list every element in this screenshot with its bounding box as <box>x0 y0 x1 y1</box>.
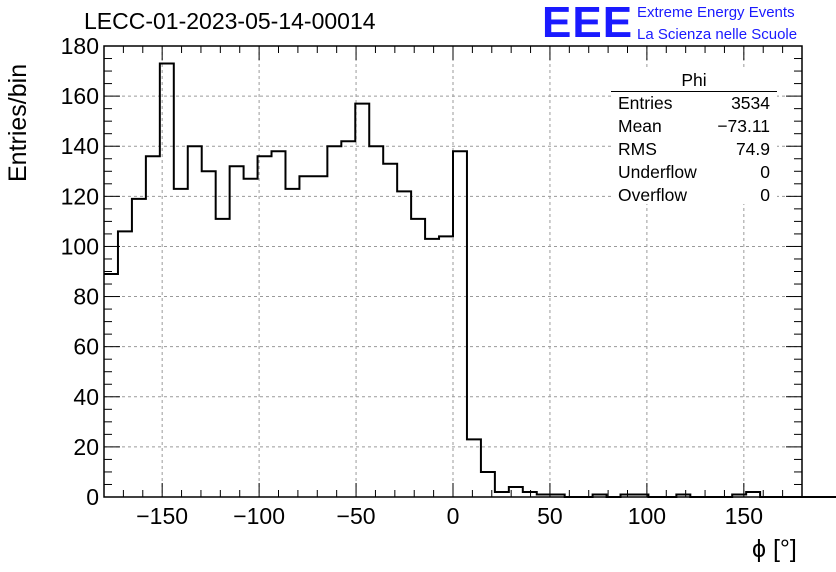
histogram-bin <box>174 189 188 497</box>
histogram-bin <box>299 176 313 497</box>
histogram-bin <box>244 179 258 497</box>
stats-row-rms: RMS 74.9 <box>618 139 770 162</box>
histogram-bin <box>104 274 118 497</box>
y-tick-label: 140 <box>61 133 99 159</box>
y-tick-label: 60 <box>73 334 99 360</box>
y-tick-label: 80 <box>73 284 99 310</box>
stats-value: −73.11 <box>717 116 770 136</box>
histogram-bin <box>397 191 411 497</box>
histogram-bin <box>467 439 481 497</box>
stats-value: 3534 <box>731 93 770 113</box>
histogram-bin <box>146 156 160 497</box>
y-tick-label: 160 <box>61 83 99 109</box>
axis-tick-labels: −150 −100 −50 0 50 100 150 0 20 40 60 80 100 120 140 16… <box>61 33 763 529</box>
stats-key: RMS <box>618 139 657 159</box>
axis-ticks <box>103 45 803 498</box>
histogram-bin <box>327 146 341 497</box>
histogram-bin <box>285 189 299 497</box>
histogram-bin <box>481 472 495 497</box>
y-axis-label: Entries/bin <box>4 63 32 182</box>
histogram-bin <box>216 219 230 497</box>
histogram-bin <box>258 156 272 497</box>
stats-key: Overflow <box>618 185 688 205</box>
stats-value: 0 <box>760 162 770 182</box>
histogram-bin <box>202 171 216 497</box>
histogram-bin <box>313 176 327 497</box>
histogram-bin <box>439 236 453 497</box>
x-tick-label: −50 <box>337 503 376 529</box>
histogram-outline <box>104 62 836 498</box>
stats-key: Underflow <box>618 162 697 182</box>
stats-title: Phi <box>681 70 707 90</box>
stats-key: Mean <box>618 116 662 136</box>
histogram-bin <box>132 199 146 497</box>
stats-divider <box>611 91 777 92</box>
histogram-bin <box>411 219 425 497</box>
stats-row-mean: Mean −73.11 <box>618 116 770 139</box>
stats-row-entries: Entries 3534 <box>618 93 770 116</box>
x-tick-label: 150 <box>725 503 763 529</box>
stats-value: 0 <box>760 185 770 205</box>
x-tick-label: 50 <box>537 503 563 529</box>
histogram-bin <box>425 239 439 497</box>
x-tick-label: 0 <box>447 503 460 529</box>
x-tick-label: 100 <box>628 503 666 529</box>
histogram-bin <box>188 146 202 497</box>
chart-title: LECC-01-2023-05-14-00014 <box>84 8 376 34</box>
stats-value: 74.9 <box>735 139 770 159</box>
y-tick-label: 20 <box>73 434 99 460</box>
stats-row-underflow: Underflow 0 <box>618 162 770 185</box>
stats-box: Phi Entries 3534 Mean −73.11 RMS 74.9 Un… <box>611 70 777 205</box>
x-axis-label: ϕ [°] <box>752 535 797 563</box>
stats-row-overflow: Overflow 0 <box>618 185 770 208</box>
histogram-bin <box>230 166 244 497</box>
y-tick-label: 180 <box>61 33 99 59</box>
histogram-bin <box>369 146 383 497</box>
logo-line-2: La Scienza nelle Scuole <box>637 26 798 43</box>
eee-logo: EEE <box>542 0 634 47</box>
logo-line-1: Extreme Energy Events <box>637 4 795 21</box>
stats-key: Entries <box>618 93 673 113</box>
histogram-bin <box>453 151 467 497</box>
y-tick-label: 40 <box>73 384 99 410</box>
y-tick-label: 120 <box>61 183 99 209</box>
y-tick-label: 100 <box>61 233 99 259</box>
histogram-bin <box>383 164 397 497</box>
histogram-bin <box>272 151 286 497</box>
x-tick-label: −100 <box>233 503 285 529</box>
histogram-bin <box>355 104 369 497</box>
histogram-bin <box>341 141 355 497</box>
x-tick-label: −150 <box>136 503 188 529</box>
y-tick-label: 0 <box>86 484 99 510</box>
histogram-bin <box>118 231 132 497</box>
